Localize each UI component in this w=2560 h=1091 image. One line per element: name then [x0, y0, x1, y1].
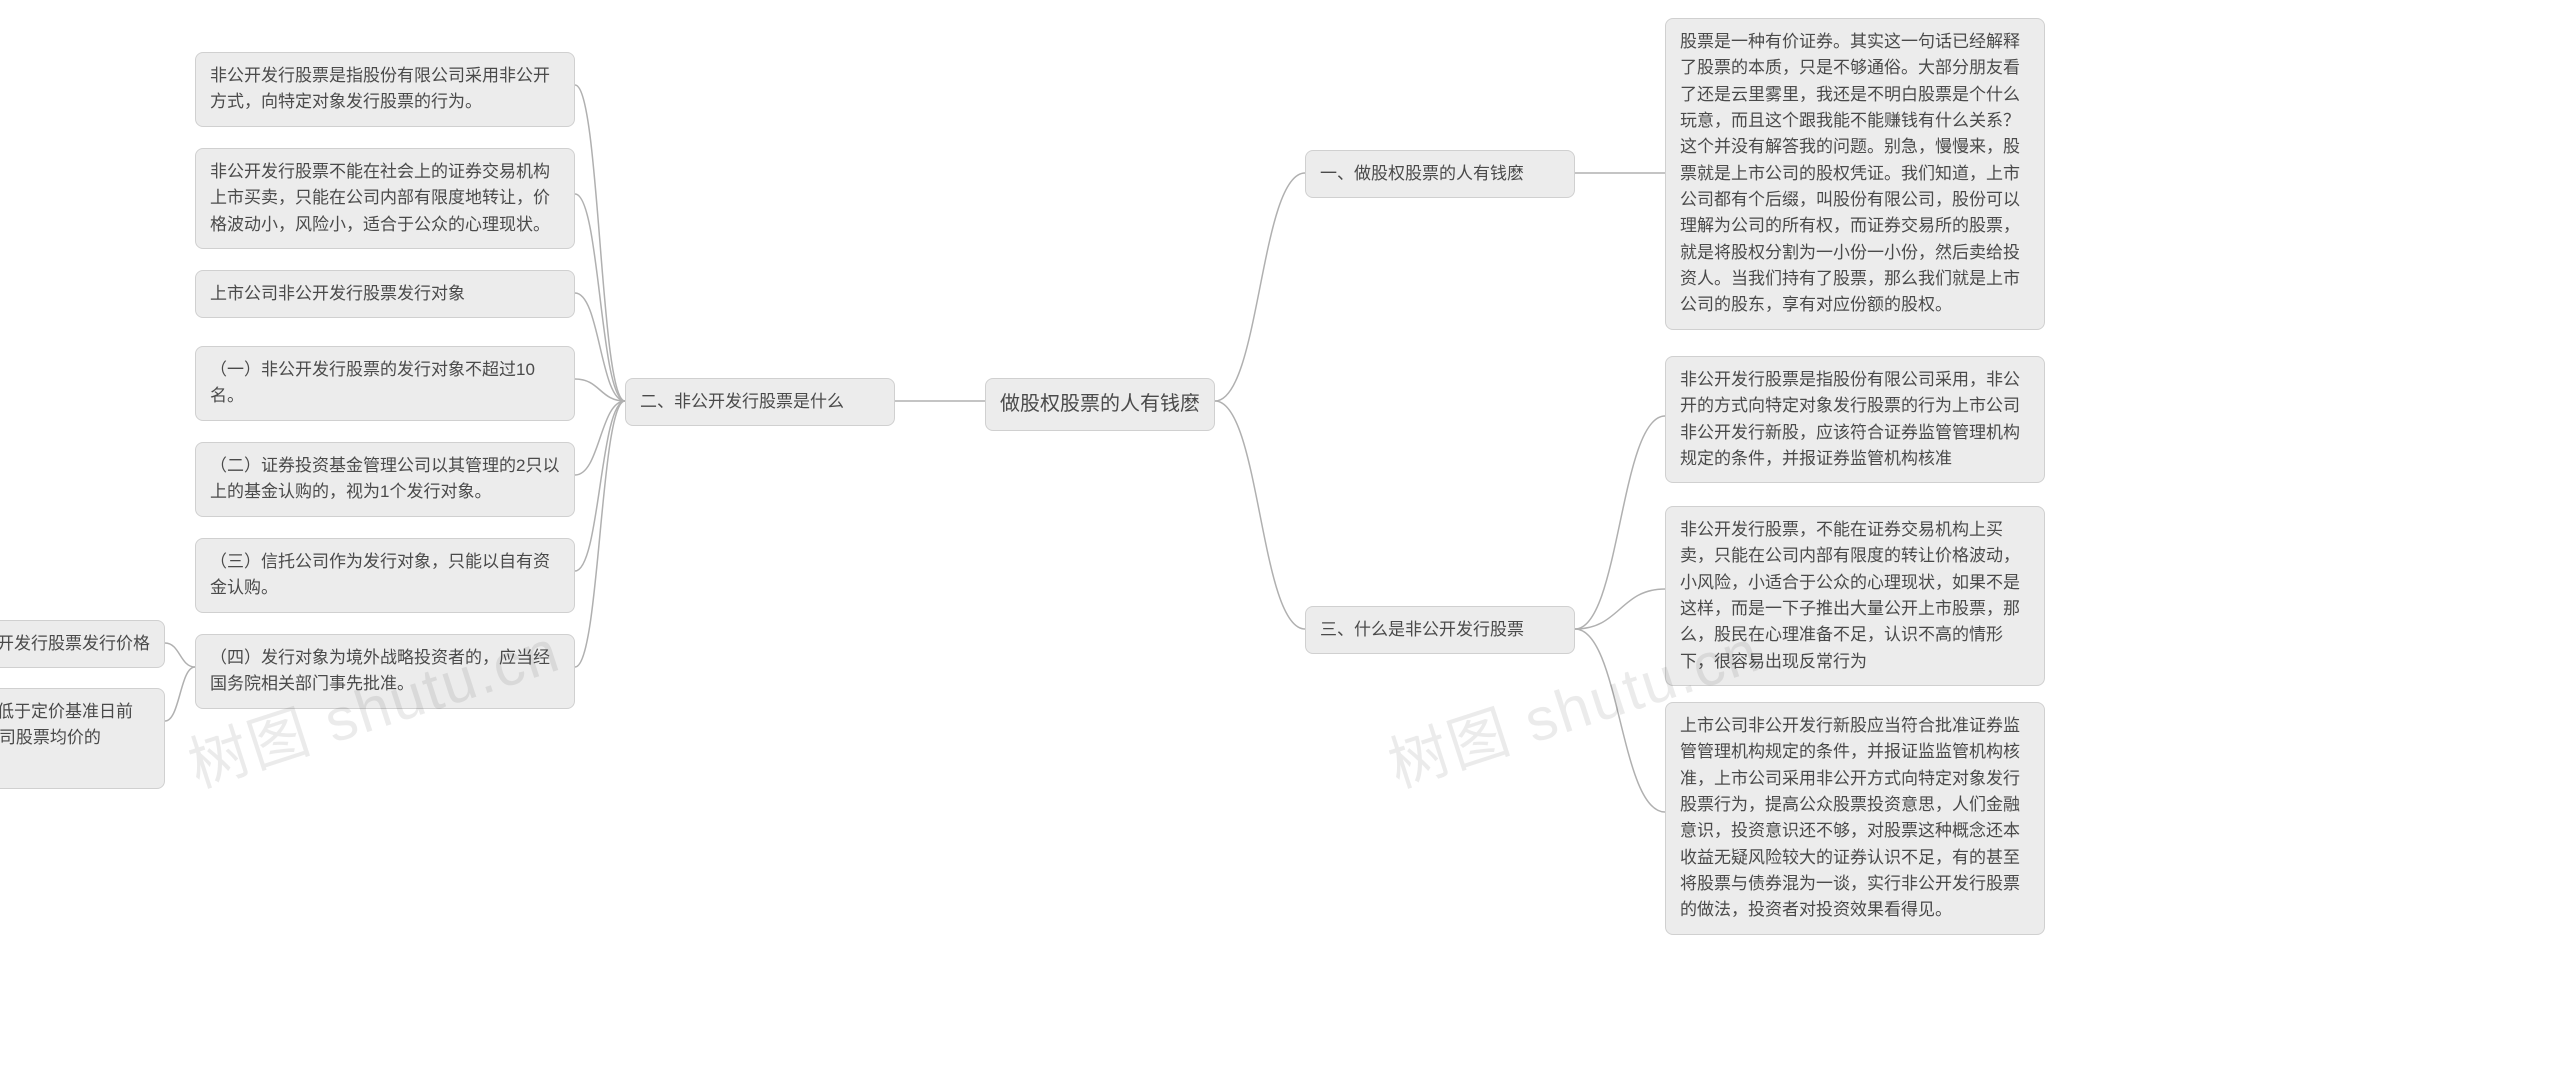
connector	[1575, 416, 1665, 629]
node-label-l2d: （一）非公开发行股票的发行对象不超过10名。	[210, 357, 560, 410]
node-l2g2[interactable]: 发行价格应不低于定价基准日前20个交易日公司股票均价的90%。	[0, 688, 165, 789]
node-l2a[interactable]: 非公开发行股票是指股份有限公司采用非公开方式，向特定对象发行股票的行为。	[195, 52, 575, 127]
node-label-l2c: 上市公司非公开发行股票发行对象	[210, 281, 465, 307]
connector	[165, 643, 195, 667]
node-r3[interactable]: 三、什么是非公开发行股票	[1305, 606, 1575, 654]
node-label-r3b: 非公开发行股票，不能在证券交易机构上买卖，只能在公司内部有限度的转让价格波动，小…	[1680, 517, 2030, 675]
node-label-r1a: 股票是一种有价证券。其实这一句话已经解释了股票的本质，只是不够通俗。大部分朋友看…	[1680, 29, 2030, 319]
node-label-l2b: 非公开发行股票不能在社会上的证券交易机构上市买卖，只能在公司内部有限度地转让，价…	[210, 159, 560, 238]
node-r3a[interactable]: 非公开发行股票是指股份有限公司采用，非公开的方式向特定对象发行股票的行为上市公司…	[1665, 356, 2045, 483]
node-root[interactable]: 做股权股票的人有钱麽	[985, 378, 1215, 431]
node-l2g1[interactable]: 上市公司非公开发行股票发行价格	[0, 620, 165, 668]
node-l2e[interactable]: （二）证券投资基金管理公司以其管理的2只以上的基金认购的，视为1个发行对象。	[195, 442, 575, 517]
node-r1[interactable]: 一、做股权股票的人有钱麽	[1305, 150, 1575, 198]
connector	[1215, 401, 1305, 629]
node-label-r3a: 非公开发行股票是指股份有限公司采用，非公开的方式向特定对象发行股票的行为上市公司…	[1680, 367, 2030, 472]
node-label-l2: 二、非公开发行股票是什么	[640, 389, 844, 415]
node-label-l2a: 非公开发行股票是指股份有限公司采用非公开方式，向特定对象发行股票的行为。	[210, 63, 560, 116]
connector	[575, 379, 625, 401]
node-label-l2g2: 发行价格应不低于定价基准日前20个交易日公司股票均价的90%。	[0, 699, 150, 778]
connector	[575, 85, 625, 401]
node-label-r3: 三、什么是非公开发行股票	[1320, 617, 1524, 643]
node-label-l2g1: 上市公司非公开发行股票发行价格	[0, 631, 150, 657]
connector	[1215, 173, 1305, 401]
node-label-root: 做股权股票的人有钱麽	[1000, 389, 1200, 420]
node-label-l2g: （四）发行对象为境外战略投资者的，应当经国务院相关部门事先批准。	[210, 645, 560, 698]
node-r1a[interactable]: 股票是一种有价证券。其实这一句话已经解释了股票的本质，只是不够通俗。大部分朋友看…	[1665, 18, 2045, 330]
connector	[575, 401, 625, 667]
connector	[575, 401, 625, 571]
node-r3b[interactable]: 非公开发行股票，不能在证券交易机构上买卖，只能在公司内部有限度的转让价格波动，小…	[1665, 506, 2045, 686]
node-label-l2f: （三）信托公司作为发行对象，只能以自有资金认购。	[210, 549, 560, 602]
node-l2[interactable]: 二、非公开发行股票是什么	[625, 378, 895, 426]
node-l2g[interactable]: （四）发行对象为境外战略投资者的，应当经国务院相关部门事先批准。	[195, 634, 575, 709]
node-label-l2e: （二）证券投资基金管理公司以其管理的2只以上的基金认购的，视为1个发行对象。	[210, 453, 560, 506]
connector	[165, 667, 195, 721]
connector	[1575, 589, 1665, 629]
connector	[575, 293, 625, 401]
connector	[575, 194, 625, 401]
connector	[575, 401, 625, 475]
node-l2d[interactable]: （一）非公开发行股票的发行对象不超过10名。	[195, 346, 575, 421]
node-l2b[interactable]: 非公开发行股票不能在社会上的证券交易机构上市买卖，只能在公司内部有限度地转让，价…	[195, 148, 575, 249]
node-label-r3c: 上市公司非公开发行新股应当符合批准证券监管管理机构规定的条件，并报证监监管机构核…	[1680, 713, 2030, 924]
connector	[1575, 629, 1665, 812]
node-r3c[interactable]: 上市公司非公开发行新股应当符合批准证券监管管理机构规定的条件，并报证监监管机构核…	[1665, 702, 2045, 935]
node-l2f[interactable]: （三）信托公司作为发行对象，只能以自有资金认购。	[195, 538, 575, 613]
node-l2c[interactable]: 上市公司非公开发行股票发行对象	[195, 270, 575, 318]
node-label-r1: 一、做股权股票的人有钱麽	[1320, 161, 1524, 187]
